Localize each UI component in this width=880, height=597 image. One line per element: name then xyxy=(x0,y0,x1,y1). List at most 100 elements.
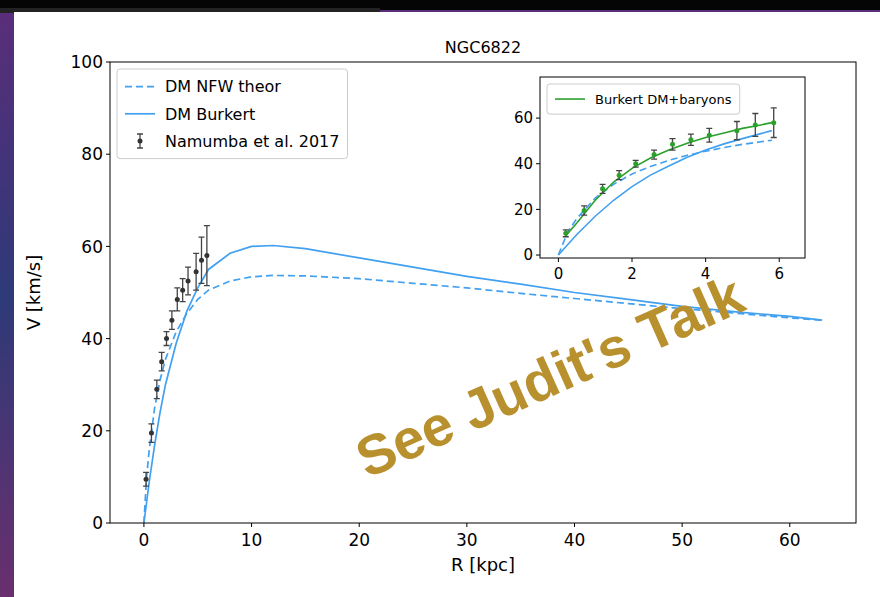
frame xyxy=(540,77,805,258)
x-tick xyxy=(682,523,683,527)
background xyxy=(0,0,880,597)
legend-box xyxy=(547,84,740,114)
y-tick-label: 40 xyxy=(514,155,533,173)
data-point xyxy=(159,359,164,364)
error-bar xyxy=(581,206,587,215)
y-tick-label: 0 xyxy=(92,513,103,533)
chart: 02460204060Burkert DM+baryons xyxy=(514,77,805,283)
x-tick xyxy=(789,523,790,527)
legend-swatch xyxy=(138,139,143,144)
y-tick-label: 80 xyxy=(81,144,103,164)
y-tick xyxy=(536,255,540,256)
error-bar xyxy=(164,332,170,346)
chart-panel xyxy=(14,12,880,597)
x-tick-label: 60 xyxy=(779,530,801,550)
annotation: See Judit's Talk xyxy=(346,262,753,489)
data-point xyxy=(199,258,204,263)
x-tick-label: 2 xyxy=(627,265,637,283)
y-tick xyxy=(536,209,540,210)
y-tick-label: 0 xyxy=(523,246,533,264)
legend-swatch xyxy=(555,98,585,100)
x-tick xyxy=(632,258,633,262)
data-point xyxy=(771,120,776,125)
error-bar xyxy=(169,311,175,329)
x-tick xyxy=(143,523,144,527)
y-tick xyxy=(106,154,110,155)
error-bar xyxy=(159,352,165,370)
error-bar xyxy=(616,171,622,180)
error-bar xyxy=(633,160,639,167)
data-point xyxy=(617,173,622,178)
data-point xyxy=(734,128,739,133)
curve xyxy=(558,140,771,255)
data-point xyxy=(186,278,191,283)
data-point xyxy=(670,142,675,147)
error-bar xyxy=(771,108,777,138)
y-tick xyxy=(106,338,110,339)
x-tick-label: 4 xyxy=(701,265,711,283)
plot-area xyxy=(110,62,856,523)
data-point xyxy=(652,152,657,157)
plot-area xyxy=(540,77,805,258)
x-tick xyxy=(558,258,559,262)
data-point xyxy=(169,318,174,323)
y-axis-title: V [km/s] xyxy=(23,255,44,330)
x-tick xyxy=(251,523,252,527)
data-point xyxy=(204,253,209,258)
data-point xyxy=(688,137,693,142)
error-bar xyxy=(148,424,154,442)
x-tick-label: 0 xyxy=(554,265,564,283)
data-point xyxy=(144,477,149,482)
error-bar xyxy=(199,237,205,283)
legend: DM NFW theorDM BurkertNamumba et al. 201… xyxy=(117,69,347,159)
x-tick-label: 6 xyxy=(774,265,784,283)
x-tick-label: 0 xyxy=(138,530,149,550)
data-point xyxy=(149,431,154,436)
x-tick-label: 40 xyxy=(564,530,586,550)
x-tick-label: 50 xyxy=(671,530,693,550)
y-tick-label: 60 xyxy=(514,109,533,127)
error-bar xyxy=(180,279,186,302)
curve xyxy=(566,123,772,236)
y-tick-label: 100 xyxy=(71,52,103,72)
data-point xyxy=(175,297,180,302)
y-tick xyxy=(536,118,540,119)
legend-label: Namumba et al. 2017 xyxy=(165,132,339,151)
error-bar xyxy=(204,226,210,286)
frame xyxy=(110,62,856,523)
data-point xyxy=(707,133,712,138)
title: NGC6822 xyxy=(445,38,521,57)
data-point xyxy=(180,288,185,293)
x-tick xyxy=(779,258,780,262)
x-tick xyxy=(574,523,575,527)
x-tick-label: 20 xyxy=(348,530,370,550)
legend-label: Burkert DM+baryons xyxy=(595,92,732,107)
error-bar xyxy=(706,128,712,142)
data-point xyxy=(194,269,199,274)
error-bar xyxy=(670,139,676,150)
error-bar xyxy=(734,122,740,140)
y-tick xyxy=(106,246,110,247)
y-tick-label: 20 xyxy=(514,201,533,219)
curve xyxy=(144,245,822,523)
curve xyxy=(558,131,771,255)
legend-box xyxy=(117,69,347,159)
plot-marks xyxy=(143,226,822,523)
error-bar xyxy=(154,380,160,398)
x-tick xyxy=(359,523,360,527)
y-tick xyxy=(106,62,110,63)
data-point xyxy=(154,387,159,392)
error-bar xyxy=(174,288,180,311)
error-bar xyxy=(185,267,191,295)
error-bar xyxy=(563,230,569,237)
y-tick xyxy=(106,523,110,524)
data-point xyxy=(164,336,169,341)
plot-marks xyxy=(558,108,776,255)
error-bar xyxy=(193,253,199,290)
x-axis-title: R [kpc] xyxy=(451,554,515,575)
data-point xyxy=(753,122,758,127)
legend-swatch xyxy=(137,134,143,148)
page: 0102030405060020406080100NGC6822R [kpc]V… xyxy=(0,0,880,597)
y-tick-label: 60 xyxy=(81,237,103,257)
error-bar xyxy=(143,472,149,486)
